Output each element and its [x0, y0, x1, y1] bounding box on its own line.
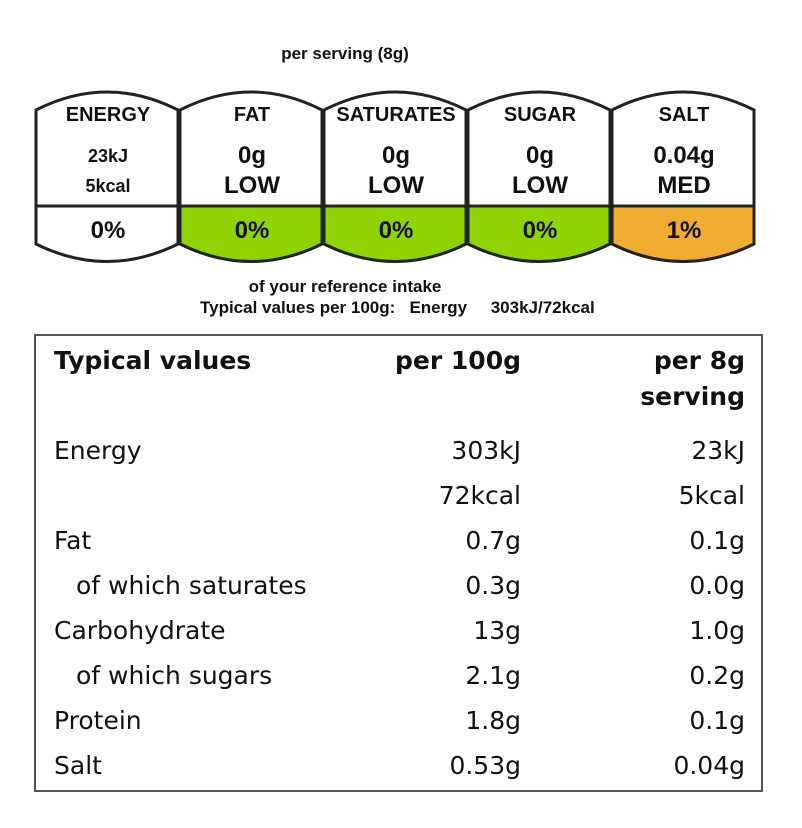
row-serving: 5kcal — [678, 481, 745, 510]
nutrition-table: Typical values per 100g per 8g serving E… — [34, 334, 763, 792]
badge-salt-percent: 1% — [666, 217, 702, 244]
badge-saturates-name: SATURATES — [336, 104, 456, 126]
row-per100: 0.3g — [465, 571, 521, 600]
badge-saturates-outline — [322, 90, 468, 263]
badge-fat-name: FAT — [233, 104, 271, 126]
header-per-100g: per 100g — [395, 346, 521, 375]
row-per100: 1.8g — [465, 706, 521, 735]
badge-energy-name: ENERGY — [65, 104, 151, 126]
badge-fat-outline — [178, 90, 324, 263]
badge-saturates-level: LOW — [368, 172, 424, 199]
badge-salt-level: MED — [657, 172, 711, 199]
row-label: Protein — [54, 706, 142, 735]
row-serving: 23kJ — [691, 436, 745, 465]
badge-fat-percent: 0% — [234, 217, 270, 244]
badge-shapes — [34, 90, 756, 263]
typical-energy-value: 303kJ/72kcal — [490, 298, 595, 317]
reference-intake-label: of your reference intake — [248, 277, 442, 296]
row-serving: 0.1g — [689, 526, 745, 555]
badge-energy-outline — [34, 90, 180, 263]
badge-energy-bottom — [36, 206, 178, 262]
row-per100: 2.1g — [465, 661, 521, 690]
badge-fat-shape — [178, 90, 324, 263]
typical-values-label: Typical values per 100g: — [200, 298, 396, 317]
badge-sugar-amount: 0g — [525, 142, 554, 169]
row-per100: 0.7g — [465, 526, 521, 555]
typical-energy-label: Energy — [409, 298, 468, 317]
row-label: of which saturates — [76, 571, 307, 600]
badge-salt-amount: 0.04g — [653, 142, 715, 169]
badge-sugar-shape — [466, 90, 612, 263]
row-serving: 0.04g — [673, 751, 745, 780]
row-serving: 1.0g — [689, 616, 745, 645]
row-serving: 0.2g — [689, 661, 745, 690]
badge-sugar-outline — [466, 90, 612, 263]
header-typical-values: Typical values — [54, 346, 252, 375]
row-label: Carbohydrate — [54, 616, 226, 645]
badge-sugar-bottom — [468, 206, 610, 262]
badge-fat-amount: 0g — [237, 142, 266, 169]
row-per100: 72kcal — [438, 481, 521, 510]
header-per-serving-line2: serving — [640, 382, 745, 411]
badge-energy-percent: 0% — [90, 217, 126, 244]
row-per100: 303kJ — [451, 436, 521, 465]
badge-fat-level: LOW — [224, 172, 280, 199]
row-serving: 0.0g — [689, 571, 745, 600]
badge-energy-kcal: 5kcal — [85, 176, 131, 196]
badge-salt-name: SALT — [658, 104, 710, 126]
row-label: Energy — [54, 436, 142, 465]
typical-values-line: Typical values per 100g: Energy 303kJ/72… — [200, 298, 595, 318]
badge-saturates-shape — [322, 90, 468, 263]
badge-saturates-percent: 0% — [378, 217, 414, 244]
badge-sugar-percent: 0% — [522, 217, 558, 244]
badge-salt-outline — [610, 90, 756, 263]
badge-salt-bottom — [612, 206, 754, 262]
badge-sugar-level: LOW — [512, 172, 568, 199]
row-label: of which sugars — [76, 661, 273, 690]
row-label: Salt — [54, 751, 102, 780]
badge-salt-shape — [610, 90, 756, 263]
per-serving-label: per serving (8g) — [281, 44, 409, 63]
row-label: Fat — [54, 526, 92, 555]
row-per100: 13g — [473, 616, 521, 645]
badge-energy-shape — [34, 90, 180, 263]
badge-energy-kj: 23kJ — [87, 146, 129, 166]
row-per100: 0.53g — [449, 751, 521, 780]
row-serving: 0.1g — [689, 706, 745, 735]
front-of-pack-labels: ENERGY 23kJ 5kcal 0% FAT 0g LOW 0% SATUR… — [34, 84, 756, 274]
badge-fat-bottom — [180, 206, 322, 262]
header-per-serving-line1: per 8g — [653, 346, 745, 375]
badge-saturates-amount: 0g — [381, 142, 410, 169]
badge-saturates-bottom — [324, 206, 466, 262]
badge-sugar-name: SUGAR — [503, 104, 577, 126]
